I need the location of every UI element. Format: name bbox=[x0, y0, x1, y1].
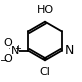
Text: HO: HO bbox=[36, 5, 54, 15]
Text: O: O bbox=[3, 54, 12, 64]
Text: O: O bbox=[3, 38, 12, 48]
Text: +: + bbox=[14, 44, 21, 53]
Text: N: N bbox=[65, 44, 74, 57]
Text: N: N bbox=[10, 46, 19, 56]
Text: Cl: Cl bbox=[40, 67, 50, 77]
Text: −: − bbox=[0, 56, 9, 66]
